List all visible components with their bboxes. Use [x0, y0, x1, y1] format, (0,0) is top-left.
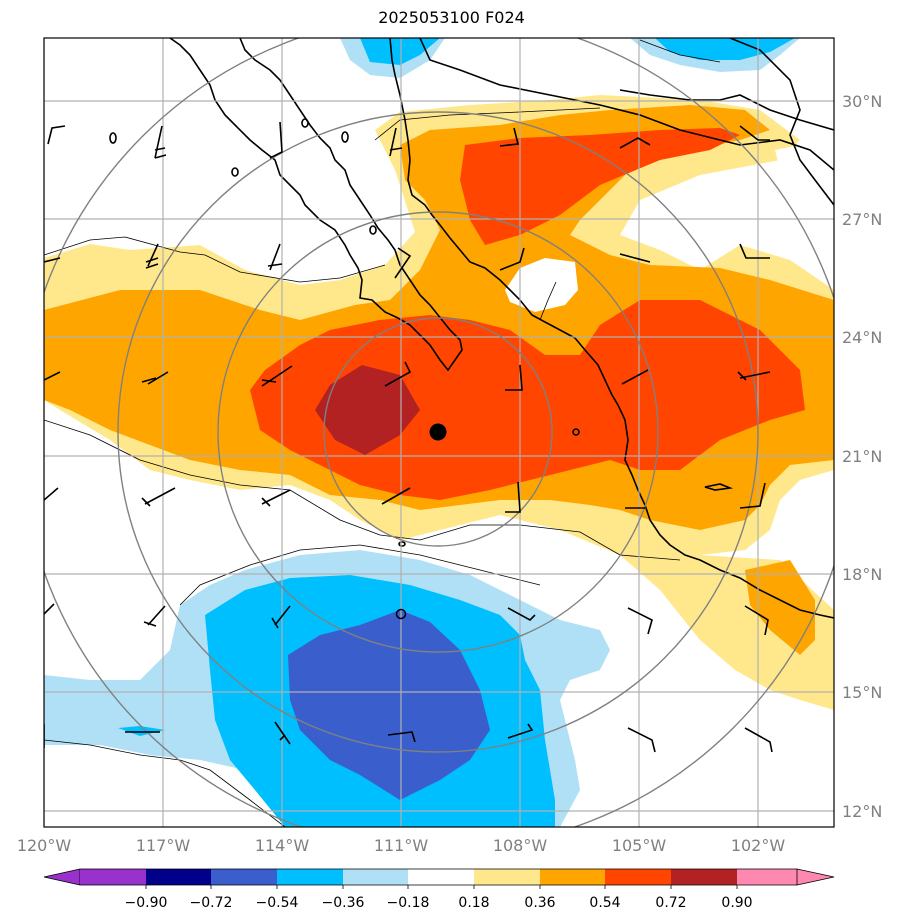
contour-lines: [44, 39, 721, 827]
lon-label: 102°W: [731, 836, 786, 855]
colorbar-segment: [737, 869, 797, 885]
colorbar-segment: [408, 869, 474, 885]
colorbar-tick-label: −0.54: [256, 895, 299, 911]
coast-gulf: [419, 38, 834, 171]
shade-redorange-north: [460, 128, 740, 245]
latitude-labels: 30°N 27°N 24°N 21°N 18°N 15°N 12°N: [842, 92, 882, 821]
colorbar-segment: [211, 869, 277, 885]
lon-label: 111°W: [374, 836, 429, 855]
lon-label: 108°W: [493, 836, 548, 855]
lat-label: 12°N: [842, 802, 882, 821]
colorbar-tick-label: −0.90: [125, 895, 168, 911]
map-frame: [43, 37, 835, 828]
white-hole: [505, 258, 578, 312]
colorbar-tick-label: 0.72: [655, 895, 686, 911]
colorbar-over-triangle: [796, 868, 835, 886]
colorbar-under-triangle: [43, 868, 81, 886]
colorbar-tick-label: 0.90: [721, 895, 752, 911]
shade-skyblue-ne: [655, 38, 795, 60]
lat-label: 15°N: [842, 683, 882, 702]
lat-label: 30°N: [842, 92, 882, 111]
storm-center-marker: [429, 423, 447, 441]
lon-label: 105°W: [612, 836, 667, 855]
longitude-labels: 120°W 117°W 114°W 111°W 108°W 105°W 102°…: [17, 836, 786, 855]
colorbar-tick-label: 0.36: [524, 895, 555, 911]
colorbar-segment: [671, 869, 737, 885]
open-circle-marker: [395, 608, 407, 620]
lat-label: 21°N: [842, 447, 882, 466]
colorbar-segment: [540, 869, 605, 885]
colorbar-tick-label: 0.18: [458, 895, 489, 911]
shade-redorange: [250, 300, 805, 500]
shade-skyblue-north: [360, 38, 440, 65]
colorbar-segment: [146, 869, 211, 885]
range-rings: [44, 38, 834, 827]
lat-label: 24°N: [842, 328, 882, 347]
shade-orange-south: [745, 560, 815, 655]
colorbar-tick-label: −0.18: [387, 895, 430, 911]
lat-label: 27°N: [842, 210, 882, 229]
coast-east2: [619, 89, 834, 131]
lon-label: 117°W: [136, 836, 191, 855]
map-title: 2025053100 F024: [378, 8, 525, 27]
coastlines: [109, 38, 834, 619]
coast-east: [729, 38, 834, 206]
lat-label: 18°N: [842, 565, 882, 584]
wind-barbs: [44, 121, 773, 753]
coast-mainland: [389, 38, 834, 619]
colorbar-tick-label: −0.36: [322, 895, 365, 911]
shade-skyblue-strip: [118, 726, 165, 736]
colorbar: −0.90 −0.72 −0.54 −0.36 −0.18 0.18 0.36 …: [43, 868, 835, 911]
shade-darkred: [315, 365, 420, 455]
map-panel: [44, 38, 834, 827]
colorbar-segment: [474, 869, 540, 885]
lon-label: 120°W: [17, 836, 72, 855]
colorbar-tick-label: −0.72: [190, 895, 233, 911]
coast-baja-west: [169, 38, 463, 372]
colorbar-segment: [605, 869, 671, 885]
white-pocket-east: [780, 480, 834, 560]
colorbar-segment: [343, 869, 408, 885]
grid-lines: [44, 38, 834, 827]
colorbar-segment: [277, 869, 343, 885]
lon-label: 114°W: [255, 836, 310, 855]
colorbar-tick-label: 0.54: [589, 895, 620, 911]
colorbar-segment: [80, 869, 146, 885]
